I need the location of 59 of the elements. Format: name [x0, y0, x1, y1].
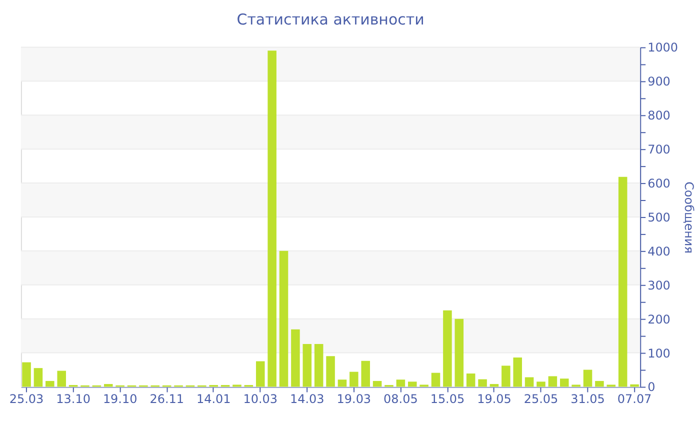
- bar: [560, 378, 569, 387]
- bar: [314, 344, 324, 387]
- x-tick-label: 13.10: [56, 392, 90, 406]
- bar: [443, 310, 452, 387]
- bar: [524, 377, 534, 387]
- y-tick-label: 700: [648, 142, 670, 157]
- x-tick-label: 31.05: [570, 392, 605, 406]
- bar: [256, 361, 265, 387]
- bar: [338, 380, 347, 387]
- bar: [279, 250, 288, 387]
- bar: [478, 379, 487, 387]
- bar: [408, 382, 417, 387]
- bar: [350, 372, 358, 387]
- y-tick-label: 500: [648, 210, 670, 224]
- x-tick-label: 15.05: [430, 392, 465, 406]
- x-tick-label: 19.10: [102, 392, 138, 406]
- bar: [361, 360, 370, 387]
- bar: [431, 372, 440, 387]
- x-tick-label: 26.11: [150, 392, 184, 406]
- bar: [326, 356, 335, 387]
- y-tick-label: 200: [648, 312, 670, 326]
- x-tick-label: 14.01: [196, 392, 231, 406]
- x-tick-label: 25.03: [9, 392, 44, 406]
- bar: [595, 380, 604, 387]
- y-tick-label: 300: [648, 278, 670, 292]
- bar: [34, 368, 43, 387]
- bar: [536, 382, 546, 387]
- x-tick-label: 25.05: [524, 392, 558, 406]
- bar: [46, 380, 54, 387]
- y-tick-label: 600: [648, 176, 670, 191]
- x-tick-label: 07.07: [617, 392, 652, 406]
- bar: [454, 318, 464, 387]
- bar: [513, 358, 522, 387]
- y-tick-label: 0: [648, 380, 656, 394]
- x-tick-label: 10.03: [243, 392, 278, 406]
- x-tick-label: 14.03: [290, 392, 324, 406]
- bar: [372, 380, 382, 387]
- bar: [396, 380, 406, 387]
- bar: [583, 370, 592, 387]
- y-tick-label: 400: [648, 244, 670, 258]
- bar: [291, 329, 300, 387]
- y-axis-title: Сообщения: [682, 182, 696, 254]
- bar: [548, 376, 558, 387]
- bar: [618, 176, 628, 387]
- bar: [22, 362, 31, 387]
- bar: [268, 50, 276, 387]
- y-tick-label: 100: [648, 346, 670, 360]
- x-tick-label: 08.05: [384, 392, 418, 406]
- bar: [502, 366, 510, 387]
- y-tick-label: 800: [648, 108, 670, 123]
- x-tick-label: 19.03: [336, 392, 372, 406]
- chart-title: Статистика активности: [236, 10, 424, 28]
- x-tick-label: 19.05: [477, 392, 512, 406]
- y-tick-label: 1000: [648, 40, 678, 55]
- bar: [302, 344, 312, 387]
- bar: [57, 370, 66, 387]
- bar: [104, 384, 113, 387]
- bar: [466, 374, 476, 387]
- y-tick-label: 900: [648, 74, 670, 89]
